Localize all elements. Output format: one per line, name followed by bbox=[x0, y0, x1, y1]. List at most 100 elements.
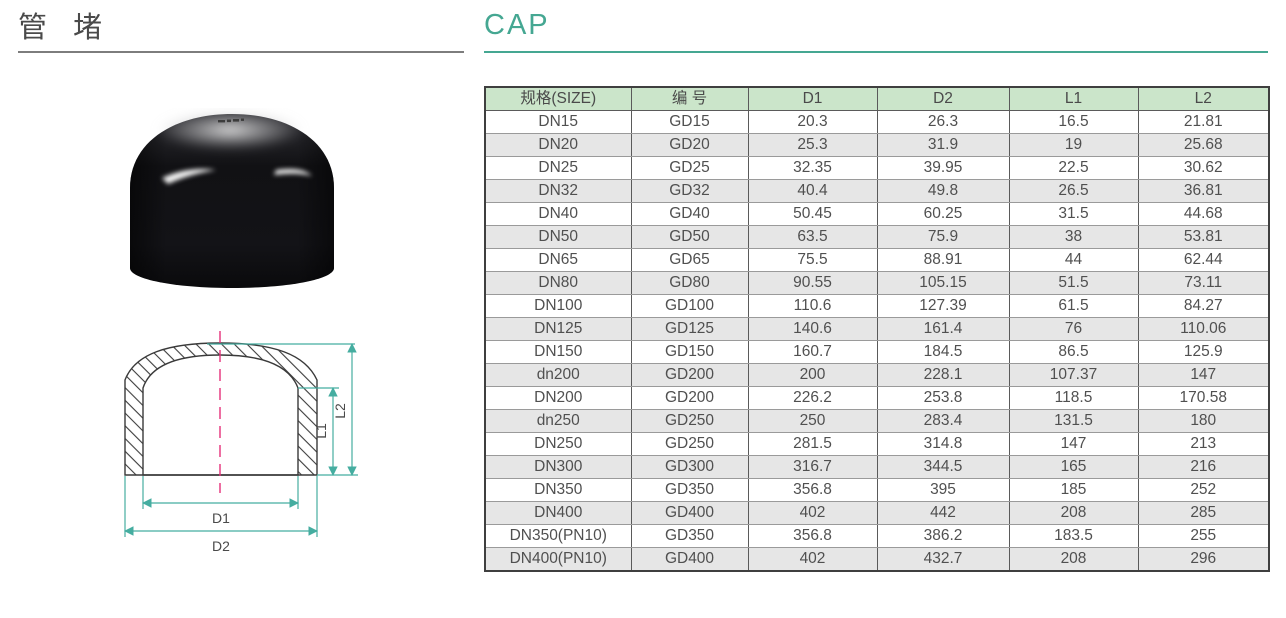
table-cell: GD25 bbox=[630, 156, 749, 180]
table-cell: GD200 bbox=[630, 363, 749, 387]
table-cell: 38 bbox=[1008, 225, 1139, 249]
table-cell: 107.37 bbox=[1008, 363, 1139, 387]
label-d1: D1 bbox=[212, 510, 230, 526]
table-cell: 228.1 bbox=[876, 363, 1010, 387]
table-cell: GD65 bbox=[630, 248, 749, 272]
table-cell: 84.27 bbox=[1137, 294, 1270, 318]
table-row: DN200 GD200 226.2 253.8 118.5 170.58 bbox=[484, 386, 1270, 410]
table-cell: 110.06 bbox=[1137, 317, 1270, 341]
table-cell: 53.81 bbox=[1137, 225, 1270, 249]
table-cell: 49.8 bbox=[876, 179, 1010, 203]
table-cell: 75.9 bbox=[876, 225, 1010, 249]
col-header-d1: D1 bbox=[747, 86, 878, 111]
table-cell: 281.5 bbox=[747, 432, 878, 456]
label-l1: L1 bbox=[313, 423, 329, 439]
table-cell: 402 bbox=[747, 501, 878, 525]
table-cell: 344.5 bbox=[876, 455, 1010, 479]
table-cell: 50.45 bbox=[747, 202, 878, 226]
table-cell: GD250 bbox=[630, 409, 749, 433]
table-cell: 51.5 bbox=[1008, 271, 1139, 295]
table-row: DN32 GD32 40.4 49.8 26.5 36.81 bbox=[484, 179, 1270, 203]
table-cell: GD40 bbox=[630, 202, 749, 226]
table-cell: 442 bbox=[876, 501, 1010, 525]
label-l2: L2 bbox=[332, 403, 348, 419]
page-title-english: CAP bbox=[484, 9, 550, 41]
table-cell: 255 bbox=[1137, 524, 1270, 548]
table-cell: 22.5 bbox=[1008, 156, 1139, 180]
table-row: DN125 GD125 140.6 161.4 76 110.06 bbox=[484, 317, 1270, 341]
col-header-l2: L2 bbox=[1137, 86, 1270, 111]
table-cell: 88.91 bbox=[876, 248, 1010, 272]
table-cell: 402 bbox=[747, 547, 878, 572]
cap-photo-image bbox=[130, 110, 334, 288]
table-cell: dn200 bbox=[484, 363, 632, 387]
table-cell: 180 bbox=[1137, 409, 1270, 433]
table-cell: 21.81 bbox=[1137, 110, 1270, 134]
table-cell: 44 bbox=[1008, 248, 1139, 272]
table-cell: 314.8 bbox=[876, 432, 1010, 456]
table-cell: 26.3 bbox=[876, 110, 1010, 134]
page-title-chinese: 管 堵 bbox=[18, 12, 112, 44]
table-cell: DN350(PN10) bbox=[484, 524, 632, 548]
table-cell: GD250 bbox=[630, 432, 749, 456]
table-cell: DN400(PN10) bbox=[484, 547, 632, 572]
table-cell: 161.4 bbox=[876, 317, 1010, 341]
table-cell: 60.25 bbox=[876, 202, 1010, 226]
table-cell: 110.6 bbox=[747, 294, 878, 318]
table-cell: DN65 bbox=[484, 248, 632, 272]
cap-top-marking bbox=[218, 118, 244, 123]
col-header-size: 规格(SIZE) bbox=[484, 86, 632, 111]
table-cell: GD32 bbox=[630, 179, 749, 203]
spec-table: 规格(SIZE) 编 号 D1 D2 L1 L2 DN15 GD15 20.3 26.… bbox=[484, 86, 1270, 572]
cap-highlight-right bbox=[274, 168, 312, 176]
table-cell: 208 bbox=[1008, 547, 1139, 572]
table-cell: DN125 bbox=[484, 317, 632, 341]
table-cell: 185 bbox=[1008, 478, 1139, 502]
table-cell: 26.5 bbox=[1008, 179, 1139, 203]
table-cell: DN150 bbox=[484, 340, 632, 364]
table-cell: 44.68 bbox=[1137, 202, 1270, 226]
table-row: DN150 GD150 160.7 184.5 86.5 125.9 bbox=[484, 340, 1270, 364]
table-cell: 20.3 bbox=[747, 110, 878, 134]
table-row: DN350 GD350 356.8 395 185 252 bbox=[484, 478, 1270, 502]
table-cell: DN15 bbox=[484, 110, 632, 134]
col-header-l1: L1 bbox=[1008, 86, 1139, 111]
table-cell: DN50 bbox=[484, 225, 632, 249]
cap-top-sheen bbox=[156, 110, 304, 150]
table-row: dn200 GD200 200 228.1 107.37 147 bbox=[484, 363, 1270, 387]
wall-section-hatch bbox=[125, 343, 317, 475]
table-cell: 316.7 bbox=[747, 455, 878, 479]
table-cell: 62.44 bbox=[1137, 248, 1270, 272]
table-cell: GD350 bbox=[630, 478, 749, 502]
table-cell: 105.15 bbox=[876, 271, 1010, 295]
table-cell: DN300 bbox=[484, 455, 632, 479]
table-cell: 31.5 bbox=[1008, 202, 1139, 226]
table-cell: DN80 bbox=[484, 271, 632, 295]
table-cell: GD50 bbox=[630, 225, 749, 249]
table-cell: 118.5 bbox=[1008, 386, 1139, 410]
table-row: DN80 GD80 90.55 105.15 51.5 73.11 bbox=[484, 271, 1270, 295]
table-cell: 25.68 bbox=[1137, 133, 1270, 157]
table-cell: 16.5 bbox=[1008, 110, 1139, 134]
col-header-code: 编 号 bbox=[630, 86, 749, 111]
table-cell: 216 bbox=[1137, 455, 1270, 479]
table-cell: 253.8 bbox=[876, 386, 1010, 410]
table-cell: DN25 bbox=[484, 156, 632, 180]
table-cell: 19 bbox=[1008, 133, 1139, 157]
table-row: DN300 GD300 316.7 344.5 165 216 bbox=[484, 455, 1270, 479]
table-cell: GD80 bbox=[630, 271, 749, 295]
table-cell: 25.3 bbox=[747, 133, 878, 157]
table-cell: GD20 bbox=[630, 133, 749, 157]
table-cell: 283.4 bbox=[876, 409, 1010, 433]
table-cell: 170.58 bbox=[1137, 386, 1270, 410]
table-cell: 432.7 bbox=[876, 547, 1010, 572]
title-divider-right bbox=[484, 51, 1268, 53]
table-cell: 356.8 bbox=[747, 478, 878, 502]
table-cell: 140.6 bbox=[747, 317, 878, 341]
table-cell: GD400 bbox=[630, 501, 749, 525]
table-cell: 36.81 bbox=[1137, 179, 1270, 203]
label-d2: D2 bbox=[212, 538, 230, 554]
table-cell: DN200 bbox=[484, 386, 632, 410]
table-row: DN65 GD65 75.5 88.91 44 62.44 bbox=[484, 248, 1270, 272]
outer-profile-line bbox=[124, 342, 318, 476]
